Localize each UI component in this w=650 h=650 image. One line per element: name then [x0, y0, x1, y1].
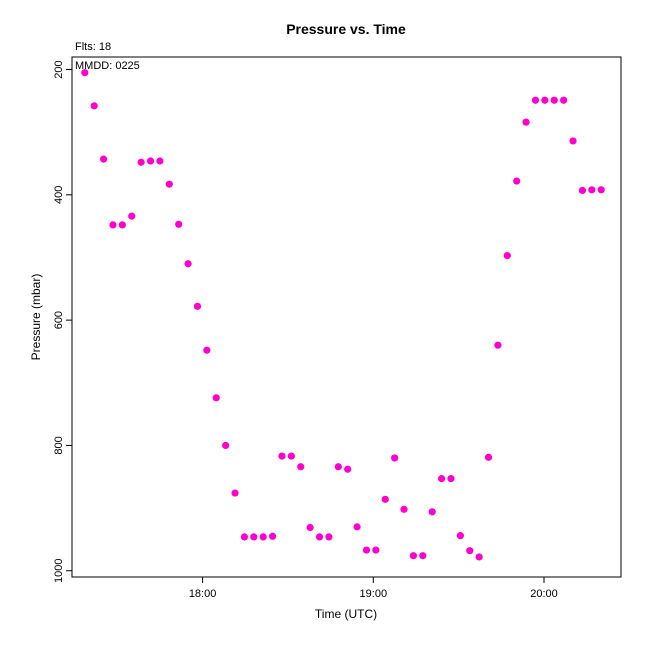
data-point	[475, 553, 483, 561]
flights-annotation: Flts: 18	[75, 41, 111, 53]
data-point	[222, 441, 230, 450]
data-point	[146, 157, 155, 165]
y-axis: 200 400 600 800 1000	[53, 60, 72, 583]
data-point	[231, 489, 239, 497]
data-point	[437, 475, 446, 483]
data-point	[156, 157, 164, 165]
data-point	[503, 252, 511, 260]
y-axis-label: Pressure (mbar)	[29, 274, 43, 361]
chart-title: Pressure vs. Time	[286, 21, 406, 37]
data-point	[193, 302, 202, 310]
data-point	[184, 260, 192, 268]
date-annotation: MMDD: 0225	[75, 60, 140, 72]
data-point	[99, 155, 108, 163]
data-point	[362, 546, 371, 554]
data-point	[597, 186, 605, 194]
data-point	[287, 452, 295, 460]
plot-frame	[71, 56, 622, 578]
data-point	[428, 508, 436, 516]
y-tick-label: 800	[53, 436, 65, 454]
data-point	[90, 102, 98, 110]
data-point	[560, 96, 568, 104]
data-point	[165, 180, 173, 188]
data-point	[334, 463, 342, 471]
data-point	[344, 465, 352, 473]
data-point	[203, 346, 211, 354]
data-point	[578, 186, 587, 195]
y-tick-label: 600	[53, 311, 65, 329]
data-point	[569, 137, 577, 145]
data-point	[118, 221, 126, 229]
data-point	[268, 532, 277, 540]
x-axis-label: Time (UTC)	[315, 607, 377, 621]
data-point	[325, 533, 333, 541]
y-tick-label: 400	[53, 186, 65, 204]
data-point	[381, 495, 389, 503]
data-point	[81, 69, 89, 77]
data-point	[259, 533, 267, 541]
data-points	[81, 69, 605, 561]
data-point	[315, 533, 324, 541]
data-point	[588, 186, 596, 194]
data-point	[550, 96, 558, 104]
data-point	[531, 96, 540, 104]
data-point	[278, 452, 286, 460]
data-point	[522, 118, 530, 126]
data-point	[419, 552, 427, 560]
y-tick-label: 200	[53, 60, 65, 78]
data-point	[109, 221, 117, 229]
data-point	[409, 552, 418, 560]
data-point	[175, 220, 183, 228]
x-tick-label: 20:00	[530, 588, 558, 600]
data-point	[494, 341, 502, 349]
data-point	[372, 546, 380, 554]
data-point	[466, 547, 474, 555]
data-point	[240, 533, 249, 541]
data-point	[137, 158, 145, 166]
data-point	[447, 475, 455, 483]
data-point	[212, 394, 220, 402]
x-axis: 18:00 19:00 20:00	[189, 577, 558, 600]
data-point	[541, 96, 549, 104]
data-point	[250, 533, 258, 541]
x-tick-label: 19:00	[360, 588, 388, 600]
data-point	[513, 177, 521, 185]
data-point	[128, 212, 136, 220]
x-tick-label: 18:00	[189, 588, 217, 600]
data-point	[456, 532, 464, 540]
data-point	[400, 505, 408, 513]
data-point	[484, 453, 493, 461]
data-point	[306, 523, 314, 532]
data-point	[297, 463, 305, 471]
y-tick-label: 1000	[53, 558, 65, 582]
data-point	[353, 523, 361, 531]
data-point	[391, 454, 399, 462]
